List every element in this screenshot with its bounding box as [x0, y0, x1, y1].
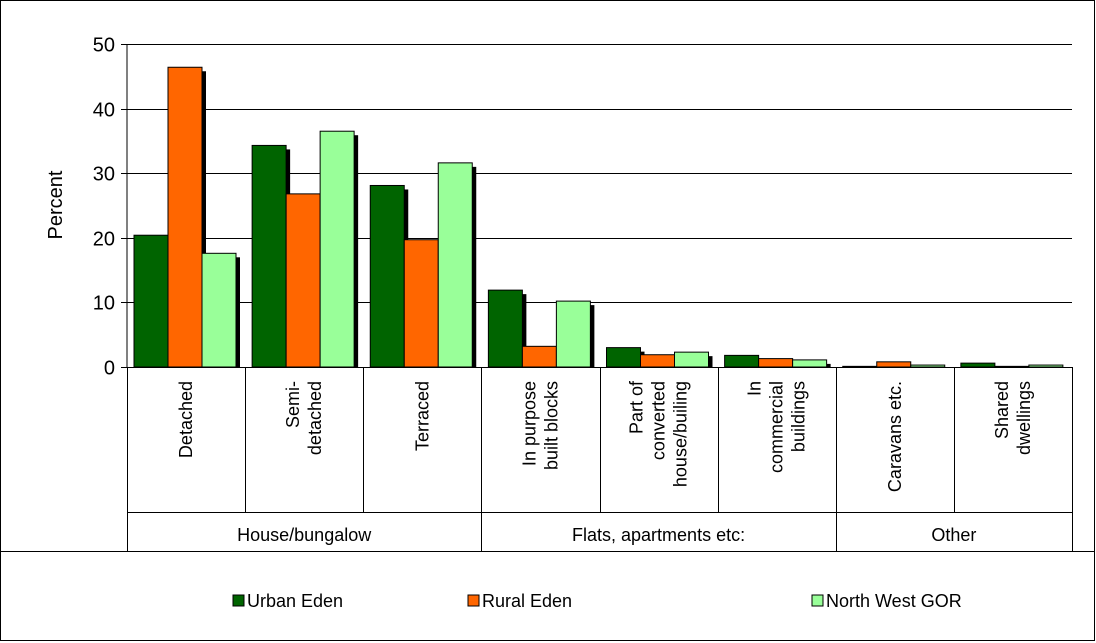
bar-urban-eden	[606, 347, 641, 368]
bar-rural-eden	[285, 193, 321, 368]
bar-rural-eden	[167, 66, 203, 368]
bar-north-west-gor	[1028, 364, 1064, 368]
y-tick-label: 0	[104, 358, 115, 380]
x-tick-label-line: Detached	[176, 381, 196, 458]
group-label: Flats, apartments etc:	[572, 525, 745, 545]
bar-urban-eden	[960, 362, 996, 368]
bar-urban-eden	[724, 354, 760, 368]
bar-rural-eden	[403, 239, 439, 368]
bar-urban-eden	[369, 184, 405, 368]
x-tick-label: Part of converted house/builing	[627, 380, 691, 487]
y-ticks: 0 10 20 30 40 50	[93, 35, 127, 380]
legend-label: North West GOR	[826, 591, 962, 611]
legend-label: Urban Eden	[247, 591, 343, 611]
bar-north-west-gor	[555, 300, 591, 368]
x-tick-label-line: commercial	[767, 381, 787, 473]
group-label: House/bungalow	[237, 525, 372, 545]
bar-rural-eden	[640, 354, 675, 368]
x-tick-label-line: Terraced	[412, 381, 432, 451]
x-tick-label: In purpose built blocks	[519, 381, 561, 470]
x-tick-label-line: In	[745, 381, 765, 396]
bar-north-west-gor	[437, 162, 473, 368]
x-tick-label-line: In purpose	[519, 381, 539, 466]
group-label: Other	[931, 525, 976, 545]
y-tick-label: 30	[93, 164, 115, 186]
legend-swatch	[811, 594, 824, 607]
x-tick-label-line: Shared	[992, 381, 1012, 439]
legend-item: North West GOR	[811, 591, 962, 611]
x-tick-label: In commercial buildings	[745, 381, 809, 473]
x-tick-label: Detached	[176, 381, 196, 458]
x-tick-label-line: Part of	[627, 380, 647, 434]
legend-item: Rural Eden	[467, 591, 572, 611]
y-tick-label: 10	[93, 293, 115, 315]
bar-urban-eden	[133, 234, 169, 368]
x-tick-label: Terraced	[412, 381, 432, 451]
y-tick-label: 40	[93, 100, 115, 122]
bar-rural-eden	[876, 361, 912, 368]
bar-north-west-gor	[792, 359, 828, 368]
x-tick-label: Caravans etc.	[885, 381, 905, 492]
x-tick-label: Semi-detached	[283, 381, 325, 455]
x-tick-label-line: dwellings	[1014, 381, 1034, 455]
legend-label: Rural Eden	[482, 591, 572, 611]
legend-item: Urban Eden	[232, 591, 343, 611]
x-tick-label-line: converted	[649, 381, 669, 460]
bar-rural-eden	[521, 345, 557, 368]
legend-swatch	[232, 594, 245, 607]
bar-urban-eden	[251, 144, 287, 368]
x-tick-label-line: detached	[305, 381, 325, 455]
y-tick-label: 50	[93, 35, 115, 57]
x-tick-label: Shared dwellings	[992, 381, 1034, 455]
x-tick-label-line: house/builing	[671, 381, 691, 487]
x-tick-label-line: buildings	[789, 381, 809, 452]
bar-north-west-gor	[201, 252, 237, 368]
x-axis: Detached Semi-detached Terraced In purpose b…	[127, 367, 1073, 551]
bar-urban-eden	[487, 289, 523, 368]
bar-north-west-gor	[319, 130, 355, 368]
bar-north-west-gor	[674, 351, 709, 368]
x-tick-label-line: Caravans etc.	[885, 381, 905, 492]
bar-rural-eden	[758, 358, 794, 368]
legend: Urban Eden Rural Eden North West GOR	[232, 591, 962, 611]
x-tick-label-line: built blocks	[541, 381, 561, 470]
legend-swatch	[467, 594, 480, 607]
x-tick-label-line: Semi-	[283, 381, 303, 428]
y-tick-label: 20	[93, 229, 115, 251]
bar-north-west-gor	[910, 364, 946, 368]
y-axis-title: Percent	[45, 170, 67, 239]
bars	[133, 66, 1064, 368]
